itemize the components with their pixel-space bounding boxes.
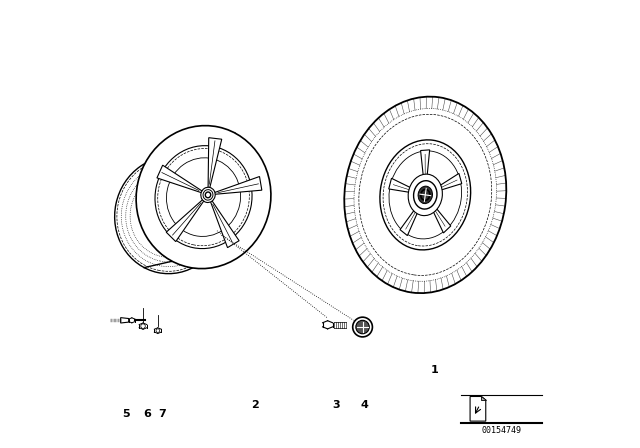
Ellipse shape <box>166 158 241 237</box>
Ellipse shape <box>380 140 470 250</box>
Polygon shape <box>157 165 202 193</box>
Polygon shape <box>400 201 422 236</box>
Text: 00154749: 00154749 <box>481 426 522 435</box>
Ellipse shape <box>136 125 271 269</box>
Circle shape <box>141 324 145 328</box>
Ellipse shape <box>389 151 461 239</box>
Polygon shape <box>208 138 221 188</box>
Text: 5: 5 <box>123 409 131 419</box>
Text: 6: 6 <box>143 409 152 419</box>
Text: 1: 1 <box>430 365 438 375</box>
Circle shape <box>156 329 159 332</box>
Polygon shape <box>429 201 451 233</box>
Ellipse shape <box>115 156 225 274</box>
Ellipse shape <box>203 190 213 200</box>
Polygon shape <box>211 201 239 248</box>
Ellipse shape <box>344 97 506 293</box>
Circle shape <box>356 320 369 334</box>
Polygon shape <box>388 178 419 194</box>
Ellipse shape <box>155 146 252 249</box>
Polygon shape <box>431 173 462 193</box>
Ellipse shape <box>418 186 433 203</box>
Text: 7: 7 <box>159 409 166 419</box>
Polygon shape <box>420 150 429 187</box>
Text: 2: 2 <box>251 401 259 410</box>
Polygon shape <box>214 177 262 194</box>
Circle shape <box>353 317 372 337</box>
Text: 3: 3 <box>332 401 339 410</box>
Polygon shape <box>166 199 204 241</box>
Polygon shape <box>481 396 486 400</box>
Ellipse shape <box>408 174 442 215</box>
Polygon shape <box>470 396 486 421</box>
Ellipse shape <box>205 192 211 198</box>
Ellipse shape <box>201 187 215 202</box>
Polygon shape <box>121 318 129 323</box>
Text: 4: 4 <box>361 401 369 410</box>
Ellipse shape <box>413 181 437 209</box>
Ellipse shape <box>420 190 430 200</box>
